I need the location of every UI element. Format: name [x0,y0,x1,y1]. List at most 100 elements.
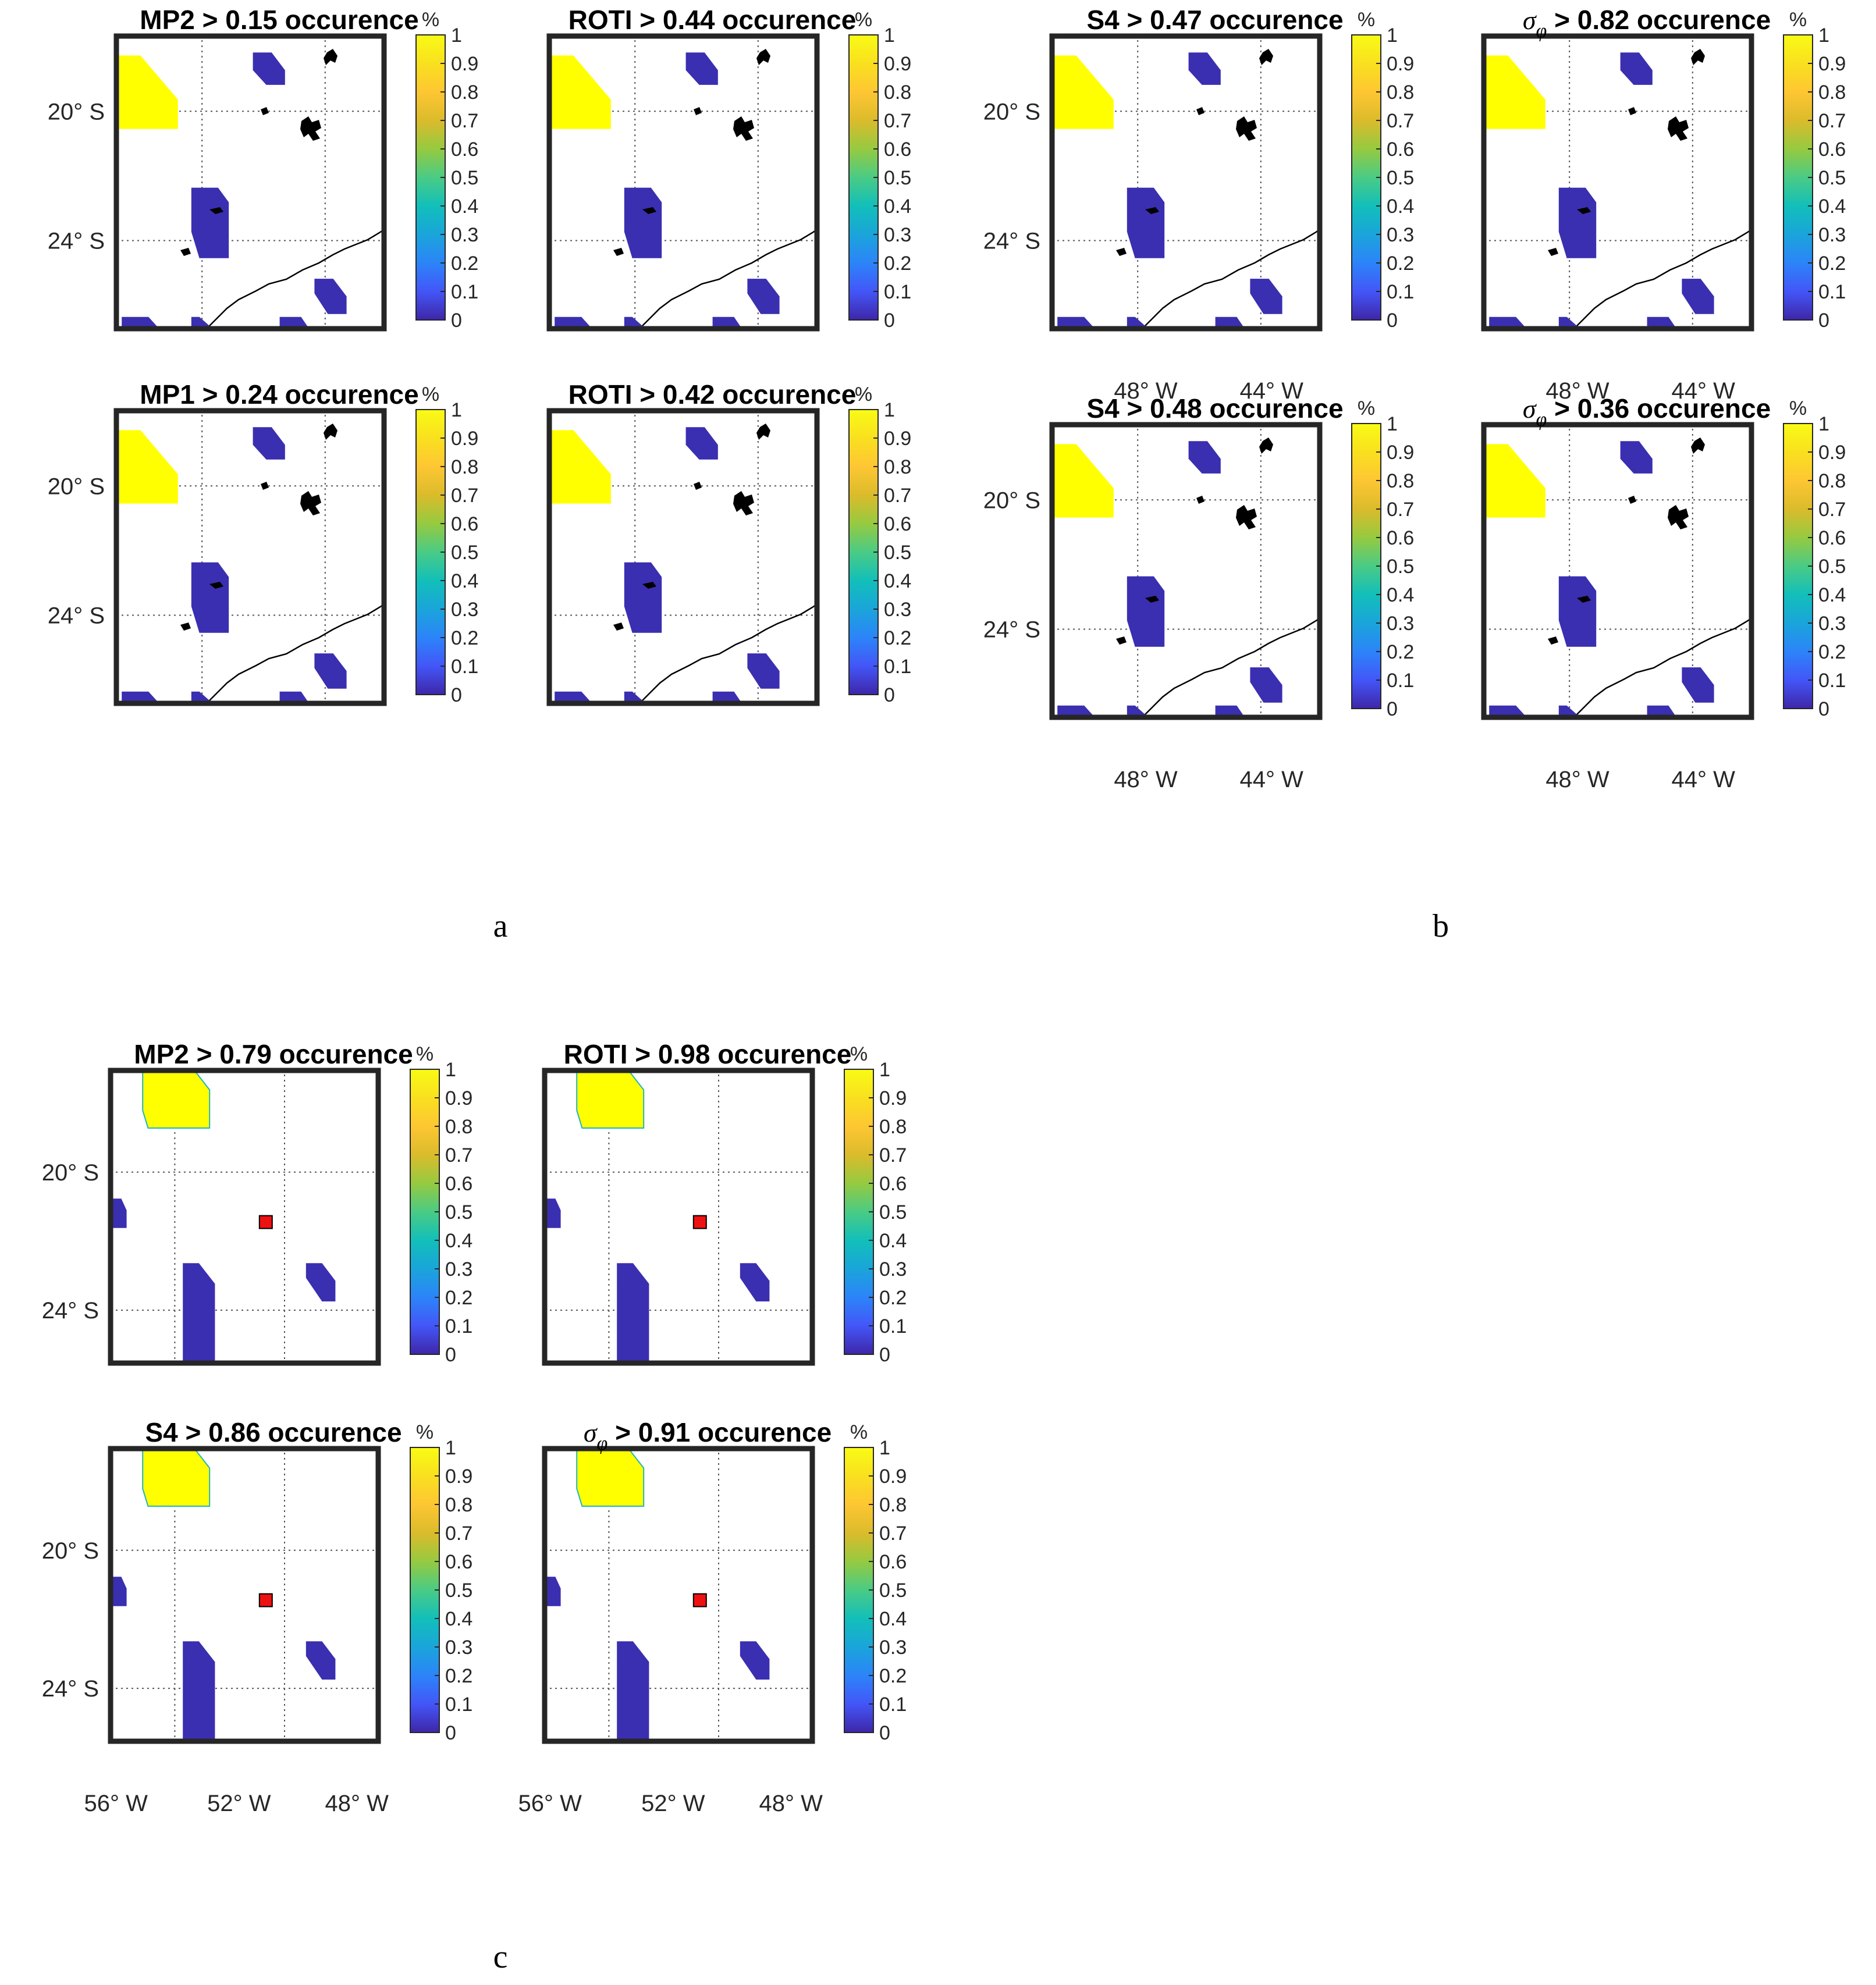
colorbar-tick-label: 0.9 [1387,53,1414,75]
colorbar-tick-label: 0.7 [1387,110,1414,132]
colorbar-tick-label: 0.1 [884,656,911,678]
colorbar-tick-label: 0.6 [445,1551,472,1573]
y-tick-label: 20° S [42,1160,99,1186]
colorbar-tick-label: 0.6 [879,1173,907,1195]
landmark-shape [209,207,223,214]
map-panel: σφ > 0.91 occurence 56° W 52° W 48° W% 0 0.1 0… [518,1417,907,1816]
panel-title: σφ > 0.82 occurence [1523,5,1771,42]
landmark-shape [613,622,624,631]
coastline [1145,229,1319,326]
low-occurrence-region [191,316,213,329]
colorbar-tick-label: 0.2 [879,1665,907,1687]
landmark-shape [180,248,191,256]
low-occurrence-region [1647,705,1677,717]
low-occurrence-region [183,1641,215,1741]
panel-title: ROTI > 0.42 occurence [569,379,857,410]
colorbar-gradient [1783,34,1813,321]
metric-symbol: σ [1523,394,1537,424]
map-panel: MP1 > 0.24 occurence 20° S 24° S% 0 0.1 0.2 0.… [48,379,479,706]
colorbar-gradient [415,34,446,321]
low-occurrence-region [1620,441,1653,474]
colorbar-tick-label: 0 [884,684,895,706]
colorbar-tick-label: 0.8 [1387,81,1414,104]
title-rest: > 0.36 occurence [1547,393,1771,424]
colorbar-tick-label: 0.4 [879,1230,907,1252]
colorbar-unit: % [855,383,872,405]
map-panel: S4 > 0.47 occurence 20° S 24° S 48° W 44° W%… [983,5,1415,404]
colorbar-unit: % [850,1043,868,1065]
low-occurrence-region [1489,316,1527,329]
plot-area [1481,33,1754,332]
low-occurrence-region [253,427,285,460]
landmark-shape [1259,437,1273,454]
landmark-shape [733,116,754,141]
high-occurrence-region [1486,55,1545,129]
metric-subscript: φ [1536,20,1547,42]
y-tick-label: 20° S [983,99,1040,124]
landmark-shape [613,248,624,256]
x-tick-label: 48° W [759,1791,823,1816]
high-occurrence-region [119,430,178,504]
colorbar-tick-label: 0 [445,1344,456,1366]
colorbar-tick-label: 1 [451,24,462,47]
low-occurrence-region [617,1641,649,1741]
colorbar-tick-label: 0.1 [879,1694,907,1716]
colorbar-tick-label: 0.7 [884,110,911,132]
low-occurrence-region [191,187,229,258]
coastline [209,229,383,326]
colorbar-tick-label: 0.9 [1818,442,1846,464]
x-tick-label: 44° W [1672,767,1736,792]
map-frame [542,1446,815,1744]
landmark-shape [1236,505,1257,529]
low-occurrence-region [253,52,285,85]
colorbar-tick-label: 0 [879,1344,890,1366]
high-occurrence-region [552,430,611,504]
colorbar-tick-label: 0.2 [884,627,911,649]
colorbar: % 0 0.1 0.2 0.3 0.4 0.5 0.6 0.7 0.8 0.9 1 [844,1043,907,1366]
colorbar-tick-label: 0.9 [884,428,911,450]
landmark-shape [261,107,269,115]
colorbar-tick-label: 0 [451,310,462,332]
colorbar-tick-label: 0.4 [884,195,911,218]
low-occurrence-region [314,279,347,314]
colorbar-tick-label: 0 [1387,310,1398,332]
colorbar-tick-label: 0.3 [445,1637,472,1659]
colorbar-unit: % [855,9,872,31]
colorbar-tick-label: 0.8 [1818,81,1846,104]
colorbar-tick-label: 0.1 [1818,281,1846,303]
y-tick-label: 20° S [48,99,105,124]
colorbar-tick-label: 0.6 [451,513,478,535]
colorbar-unit: % [1789,397,1807,419]
plot-area [542,1446,815,1744]
colorbar-tick-label: 0 [1818,310,1829,332]
y-tick-label: 24° S [42,1298,99,1324]
y-tick-label: 24° S [42,1676,99,1702]
colorbar-tick-label: 0 [879,1722,890,1744]
low-occurrence-region [122,691,159,703]
plot-area [542,1068,815,1366]
colorbar-unit: % [416,1043,434,1065]
colorbar-tick-label: 0.1 [879,1315,907,1337]
colorbar-tick-label: 0.5 [884,167,911,189]
low-occurrence-region [1188,52,1221,85]
panel-title: MP2 > 0.15 occurence [140,5,418,35]
plot-area [113,408,387,706]
colorbar-tick-label: 0.2 [1818,252,1846,275]
colorbar-tick-label: 0.2 [451,627,478,649]
x-tick-label: 56° W [518,1791,582,1816]
panels: MP2 > 0.15 occurence 20° S 24° S% 0 0.1 0.2 0.… [42,5,1846,1816]
metric-subscript: φ [597,1433,608,1454]
low-occurrence-region [111,1198,127,1228]
landmark-shape [1236,116,1257,141]
landmark-shape [1628,107,1636,115]
landmark-shape [300,491,321,515]
colorbar-tick-label: 0 [445,1722,456,1744]
low-occurrence-region [1558,316,1580,329]
landmark-shape [324,49,337,65]
colorbar-tick-label: 0.7 [445,1144,472,1166]
low-occurrence-region [1620,52,1653,85]
low-occurrence-region [1127,187,1165,258]
high-occurrence-region [576,1069,645,1129]
colorbar-tick-label: 1 [445,1437,456,1459]
colorbar-tick-label: 1 [884,24,895,47]
